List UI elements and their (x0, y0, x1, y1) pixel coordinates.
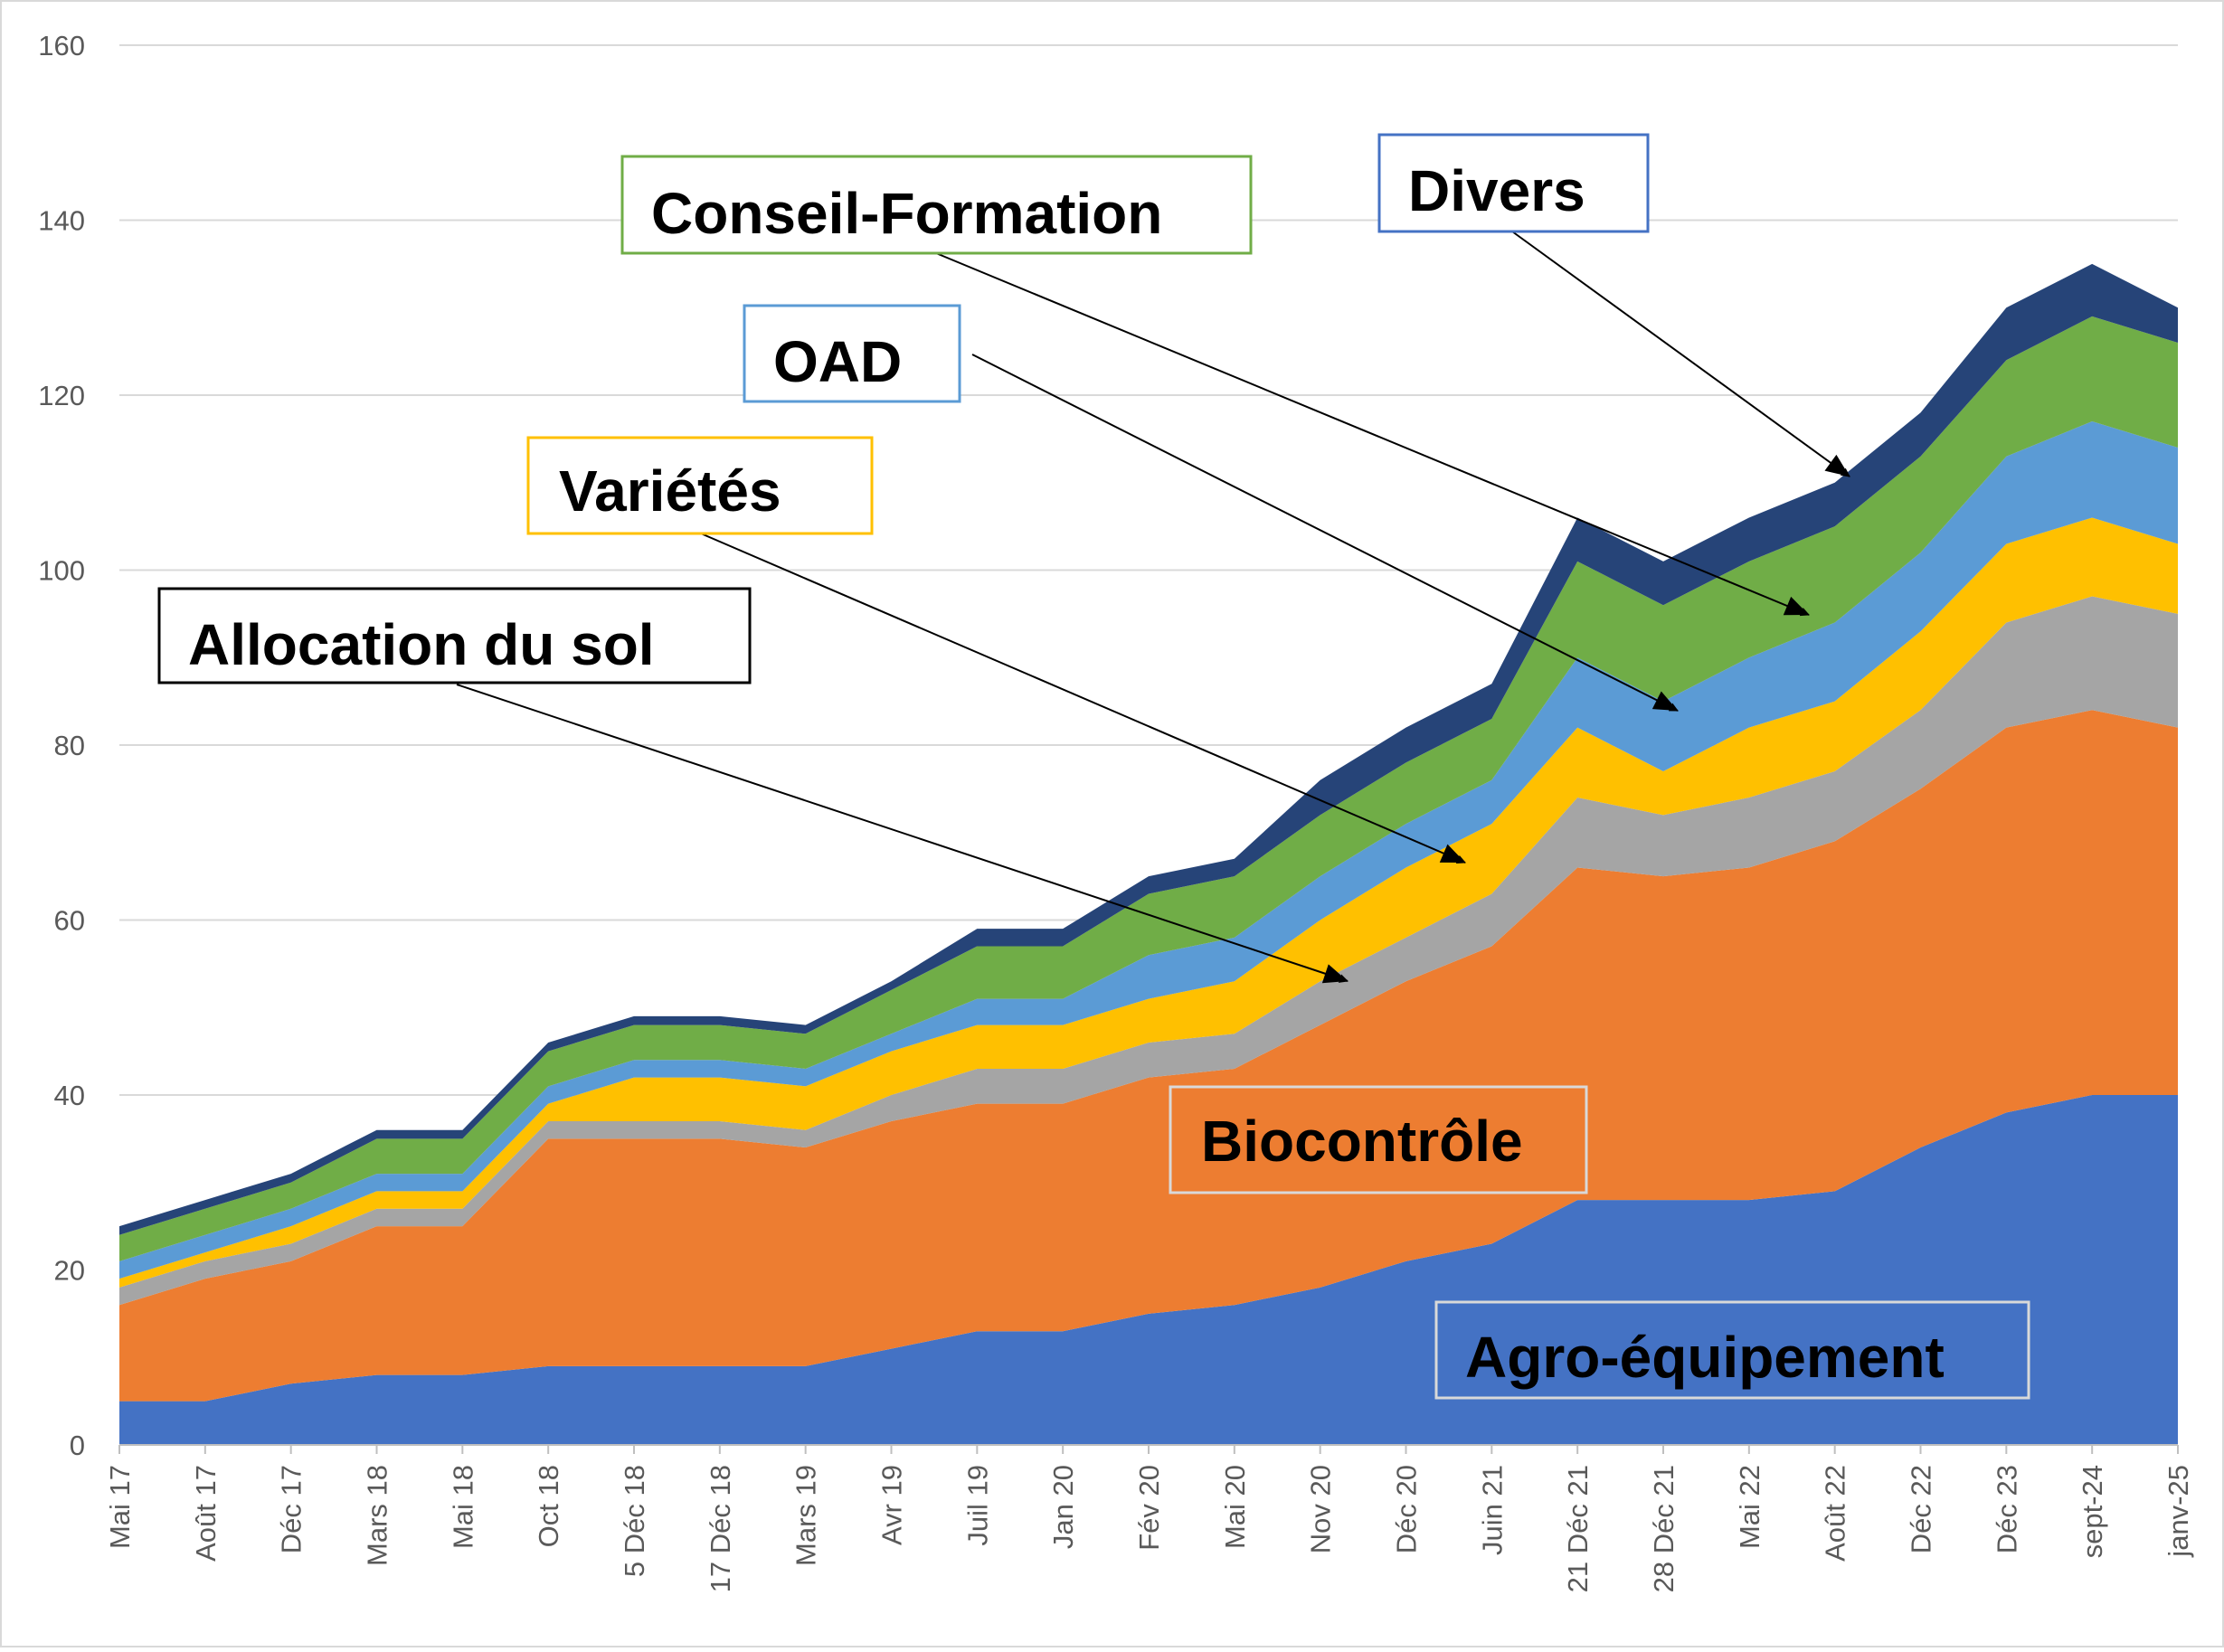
callout-conseil-formation: Conseil-Formation (620, 155, 1810, 617)
x-tick-label: Jan 20 (1047, 1465, 1079, 1549)
callout-allocation-du-sol: Allocation du sol (157, 587, 1349, 984)
callout-box (157, 587, 752, 684)
callout-label: Conseil-Formation (651, 181, 1162, 246)
callout-oad: OAD (743, 304, 1679, 712)
x-tick-label: Mai 22 (1734, 1465, 1765, 1549)
callout-arrow (971, 354, 1679, 712)
callout-label: Variétés (559, 458, 781, 524)
callout-label: OAD (773, 329, 902, 394)
x-tick-label: Nov 20 (1305, 1465, 1337, 1553)
x-tick-label: Mars 18 (362, 1465, 393, 1566)
series-callouts: Agro-équipement Biocontrôle Allocation du … (157, 133, 2030, 1400)
area-conseil-formation (119, 316, 2178, 1261)
callout-box (743, 304, 961, 403)
x-tick-label: 17 Déc 18 (705, 1465, 736, 1592)
y-tick-label: 100 (38, 555, 85, 587)
callout-biocontrole: Biocontrôle (1169, 1085, 1588, 1194)
x-tick-label: Juin 21 (1476, 1465, 1508, 1555)
y-tick-label: 20 (54, 1255, 85, 1287)
callout-arrow (456, 684, 1349, 983)
x-tick-label: janv-25 (2162, 1465, 2194, 1558)
callout-box (620, 155, 1253, 255)
callout-arrowhead (1321, 964, 1348, 984)
x-tick-label: 5 Déc 18 (619, 1465, 650, 1577)
area-agro-equipement (119, 1095, 2178, 1445)
x-tick-label: Déc 17 (276, 1465, 308, 1553)
y-tick-label: 140 (38, 205, 85, 237)
area-biocontrole (119, 710, 2178, 1402)
callout-arrowhead (1651, 691, 1678, 711)
y-tick-label: 80 (54, 730, 85, 761)
callout-box (1434, 1300, 2030, 1400)
callout-arrowhead (1824, 454, 1850, 477)
x-tick-label: Fév 20 (1133, 1465, 1165, 1551)
callout-box (1169, 1085, 1588, 1194)
callout-label: Agro-équipement (1465, 1325, 1945, 1390)
callout-box (526, 436, 874, 535)
x-tick-label: Déc 23 (1991, 1465, 2022, 1553)
y-tick-label: 120 (38, 380, 85, 411)
x-tick-label: Mai 20 (1219, 1465, 1251, 1549)
y-tick-label: 160 (38, 30, 85, 61)
x-tick-label: 21 Déc 21 (1562, 1465, 1594, 1592)
x-tick-label: Oct 18 (533, 1465, 564, 1547)
x-tick-label: Mai 18 (447, 1465, 478, 1549)
area-oad (119, 421, 2178, 1279)
series-areas (119, 263, 2178, 1445)
x-tick-label: Août 22 (1820, 1465, 1851, 1562)
x-tick-label: Mars 19 (790, 1465, 822, 1566)
callout-arrowhead (1439, 844, 1465, 863)
callout-arrow (700, 533, 1466, 864)
callout-label: Biocontrôle (1201, 1109, 1523, 1174)
callout-divers: Divers (1377, 133, 1850, 477)
x-tick-label: Avr 19 (876, 1465, 908, 1545)
area-allocation-du-sol (119, 596, 2178, 1306)
x-tick-label: Août 17 (190, 1465, 222, 1562)
x-tick-label: Juil 19 (961, 1465, 993, 1546)
x-tick-label: Déc 22 (1906, 1465, 1937, 1553)
y-tick-label: 40 (54, 1080, 85, 1111)
callout-label: Divers (1408, 158, 1585, 223)
callout-box (1377, 133, 1650, 233)
x-tick-label: sept-24 (2077, 1465, 2108, 1558)
area-divers (119, 263, 2178, 1235)
area-varietes (119, 517, 2178, 1288)
callout-arrow (1511, 231, 1850, 477)
x-tick-label: Déc 20 (1391, 1465, 1423, 1553)
callout-arrow (935, 252, 1810, 617)
x-tick-label: 28 Déc 21 (1648, 1465, 1680, 1592)
y-axis-ticks: 0 20 40 60 80 100 120 140 160 (38, 30, 85, 1461)
y-tick-label: 60 (54, 905, 85, 937)
x-tick-label: Mai 17 (104, 1465, 136, 1549)
y-tick-label: 0 (70, 1430, 85, 1461)
callout-label: Allocation du sol (188, 612, 655, 677)
callout-arrowhead (1783, 596, 1809, 616)
callout-varietes: Variétés (526, 436, 1466, 864)
callout-agro-equipement: Agro-équipement (1434, 1300, 2030, 1400)
x-axis-ticks: Mai 17 Août 17 Déc 17 Mars 18 Mai 18 Oct 18 5 … (104, 1445, 2194, 1592)
